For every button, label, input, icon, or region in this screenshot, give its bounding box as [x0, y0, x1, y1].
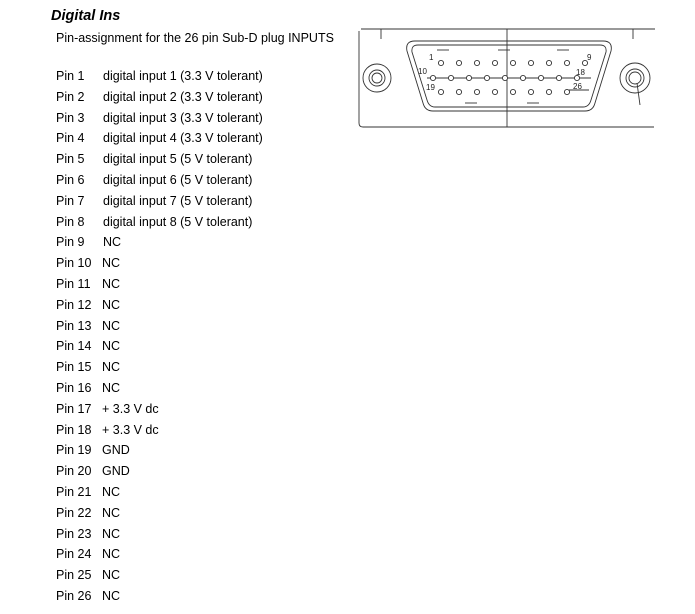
pin-number-label: 1	[429, 53, 434, 62]
pin-description: GND	[102, 443, 130, 458]
right-screw-icon	[619, 62, 651, 94]
pin-number-label: 9	[587, 53, 592, 62]
pin-label: Pin 4	[56, 131, 85, 146]
pin-label: Pin 1	[56, 69, 85, 83]
pin-label: Pin 24	[56, 547, 92, 562]
pin-row: Pin 17 + 3.3 V dc	[56, 399, 263, 420]
pin-description: NC	[102, 484, 121, 499]
d-shell-inner	[411, 44, 607, 108]
pin-number-label: 19	[426, 83, 435, 92]
pin-row-1	[437, 59, 589, 67]
pin-row: Pin 6 digital input 6 (5 V tolerant)	[56, 170, 263, 191]
pin-row: Pin 11 NC	[56, 274, 263, 295]
pin-description: NC	[102, 547, 121, 562]
pin-row: Pin 14 NC	[56, 336, 263, 357]
pin-label: Pin 3	[56, 110, 85, 125]
pin-row: Pin 4 digital input 4 (3.3 V tolerant)	[56, 128, 263, 149]
pin-label: Pin 9	[56, 235, 85, 250]
pin-description: digital input 4 (3.3 V tolerant)	[103, 131, 263, 146]
pin-description: NC	[102, 339, 121, 354]
pin-description: NC	[102, 526, 121, 541]
pin-label: Pin 12	[56, 297, 92, 312]
pin-description: digital input 7 (5 V tolerant)	[103, 193, 253, 208]
connector-housing-outline	[358, 31, 654, 128]
pin-row-2	[427, 74, 591, 82]
pin-row: Pin 1 digital input 1 (3.3 V tolerant)	[56, 66, 263, 87]
pin-label: Pin 5	[56, 152, 85, 167]
pin-label: Pin 25	[56, 568, 92, 583]
pin-row: Pin 24 NC	[56, 544, 263, 565]
pin-number-label: 26	[573, 82, 582, 91]
pin-label: Pin 11	[56, 276, 91, 291]
pin-row: Pin 13 NC	[56, 316, 263, 337]
pin-label: Pin 13	[56, 318, 92, 333]
pin-row: Pin 5 digital input 5 (5 V tolerant)	[56, 149, 263, 170]
pin-description: NC	[102, 276, 121, 291]
pin-label: Pin 21	[56, 484, 92, 499]
pin-row: Pin 9 NC	[56, 232, 263, 253]
pin-row: Pin 2 digital input 2 (3.3 V tolerant)	[56, 87, 263, 108]
pin-label: Pin 7	[56, 193, 85, 208]
pin-row: Pin 21 NC	[56, 482, 263, 503]
pin-number-label: 10	[418, 67, 427, 76]
pin-row: Pin 10 NC	[56, 253, 263, 274]
pin-row: Pin 15 NC	[56, 357, 263, 378]
pin-assignment-list: Pin 1 digital input 1 (3.3 V tolerant) Pi…	[56, 66, 263, 607]
pin-row: Pin 26 NC	[56, 586, 263, 607]
pin-description: digital input 2 (3.3 V tolerant)	[103, 89, 263, 104]
pin-description: NC	[102, 568, 121, 583]
screw-pointer-line	[636, 82, 641, 106]
pin-description: NC	[102, 318, 121, 333]
pin-row: Pin 3 digital input 3 (3.3 V tolerant)	[56, 108, 263, 129]
pin-label: Pin 18	[56, 422, 92, 437]
pin-row: Pin 25 NC	[56, 565, 263, 586]
pin-number-label: 18	[576, 68, 585, 77]
pin-row: Pin 16 NC	[56, 378, 263, 399]
pin-description: NC	[102, 297, 121, 312]
pin-label: Pin 22	[56, 505, 92, 520]
pin-row: Pin 7 digital input 7 (5 V tolerant)	[56, 191, 263, 212]
pin-label: Pin 23	[56, 526, 92, 541]
pin-description: NC	[102, 588, 121, 603]
d-shell-outer	[406, 40, 612, 112]
pin-row: Pin 8 digital input 8 (5 V tolerant)	[56, 212, 263, 233]
pin-description: NC	[102, 380, 121, 395]
section-title: Digital Ins	[51, 8, 121, 24]
pin-row: Pin 23 NC	[56, 524, 263, 545]
pin-row: Pin 18 + 3.3 V dc	[56, 420, 263, 441]
pin-label: Pin 19	[56, 443, 92, 458]
pin-label: Pin 10	[56, 256, 92, 271]
pin-description: digital input 8 (5 V tolerant)	[103, 214, 253, 229]
pin-label: Pin 17	[56, 401, 92, 416]
pin-description: GND	[102, 464, 130, 479]
pin-label: Pin 14	[56, 339, 92, 354]
pin-label: Pin 20	[56, 464, 92, 479]
pin-description: NC	[102, 360, 121, 375]
pin-row: Pin 20 GND	[56, 461, 263, 482]
pin-label: Pin 26	[56, 588, 92, 603]
pin-label: Pin 2	[56, 89, 85, 104]
pin-description: digital input 3 (3.3 V tolerant)	[103, 110, 263, 125]
pin-row: Pin 22 NC	[56, 503, 263, 524]
pin-description: NC	[102, 505, 121, 520]
pin-description: digital input 6 (5 V tolerant)	[103, 172, 253, 187]
pin-description: + 3.3 V dc	[102, 401, 159, 416]
pin-row: Pin 12 NC	[56, 295, 263, 316]
pin-label: Pin 15	[56, 360, 92, 375]
pin-description: digital input 5 (5 V tolerant)	[103, 152, 253, 167]
section-subtitle: Pin-assignment for the 26 pin Sub-D plug…	[56, 31, 334, 45]
pin-row: Pin 19 GND	[56, 440, 263, 461]
pin-description: + 3.3 V dc	[102, 422, 159, 437]
pin-label: Pin 16	[56, 380, 92, 395]
pin-row-3	[437, 88, 589, 96]
pin-label: Pin 6	[56, 172, 85, 187]
pin-description: NC	[103, 235, 122, 250]
left-screw-icon	[362, 63, 392, 93]
pin-description: NC	[102, 256, 121, 271]
sub-d-connector-diagram: 1 9 10 18 19 26	[358, 28, 655, 128]
pin-description: digital input 1 (3.3 V tolerant)	[103, 69, 263, 83]
pin-label: Pin 8	[56, 214, 85, 229]
